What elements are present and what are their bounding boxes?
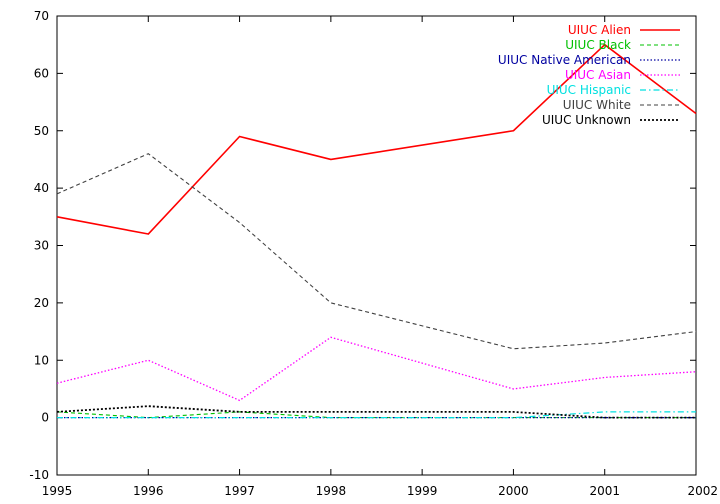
series-line-uiuc-alien xyxy=(56,43,697,235)
legend-label: UIUC Alien xyxy=(568,23,631,37)
legend-label: UIUC Native American xyxy=(498,53,631,67)
x-tick-label: 1996 xyxy=(133,484,164,498)
x-tick-label: 2002 xyxy=(687,484,718,498)
y-tick-label: 70 xyxy=(34,9,49,23)
x-tick-label: 1995 xyxy=(42,484,73,498)
legend-label: UIUC Asian xyxy=(565,68,631,82)
legend-label: UIUC Black xyxy=(565,38,631,52)
y-tick-label: 40 xyxy=(34,181,49,195)
y-tick-label: 60 xyxy=(34,66,49,80)
series-line-uiuc-unknown xyxy=(56,405,696,419)
y-tick-label: 20 xyxy=(34,296,49,310)
x-tick-label: 2001 xyxy=(589,484,620,498)
legend-label: UIUC Unknown xyxy=(542,113,631,127)
axes: -10 0 10 20 30 40 50 60 70 1995 1996 1997 1998 1999 20… xyxy=(29,9,718,498)
y-tick-label: 0 xyxy=(41,411,49,425)
legend-label: UIUC White xyxy=(563,98,631,112)
y-tick-label: 10 xyxy=(34,353,49,367)
series-lines xyxy=(56,43,697,419)
x-tick-label: 1997 xyxy=(224,484,255,498)
x-tick-label: 1999 xyxy=(407,484,438,498)
y-tick-label: 50 xyxy=(34,124,49,138)
y-tick-label: -10 xyxy=(29,468,49,482)
x-tick-label: 2000 xyxy=(498,484,529,498)
x-tick-label: 1998 xyxy=(316,484,347,498)
series-line-uiuc-asian xyxy=(56,336,697,402)
y-tick-label: 30 xyxy=(34,239,49,253)
legend-label: UIUC Hispanic xyxy=(547,83,631,97)
series-line-uiuc-hispanic xyxy=(57,411,696,419)
series-line-uiuc-white xyxy=(56,153,697,350)
